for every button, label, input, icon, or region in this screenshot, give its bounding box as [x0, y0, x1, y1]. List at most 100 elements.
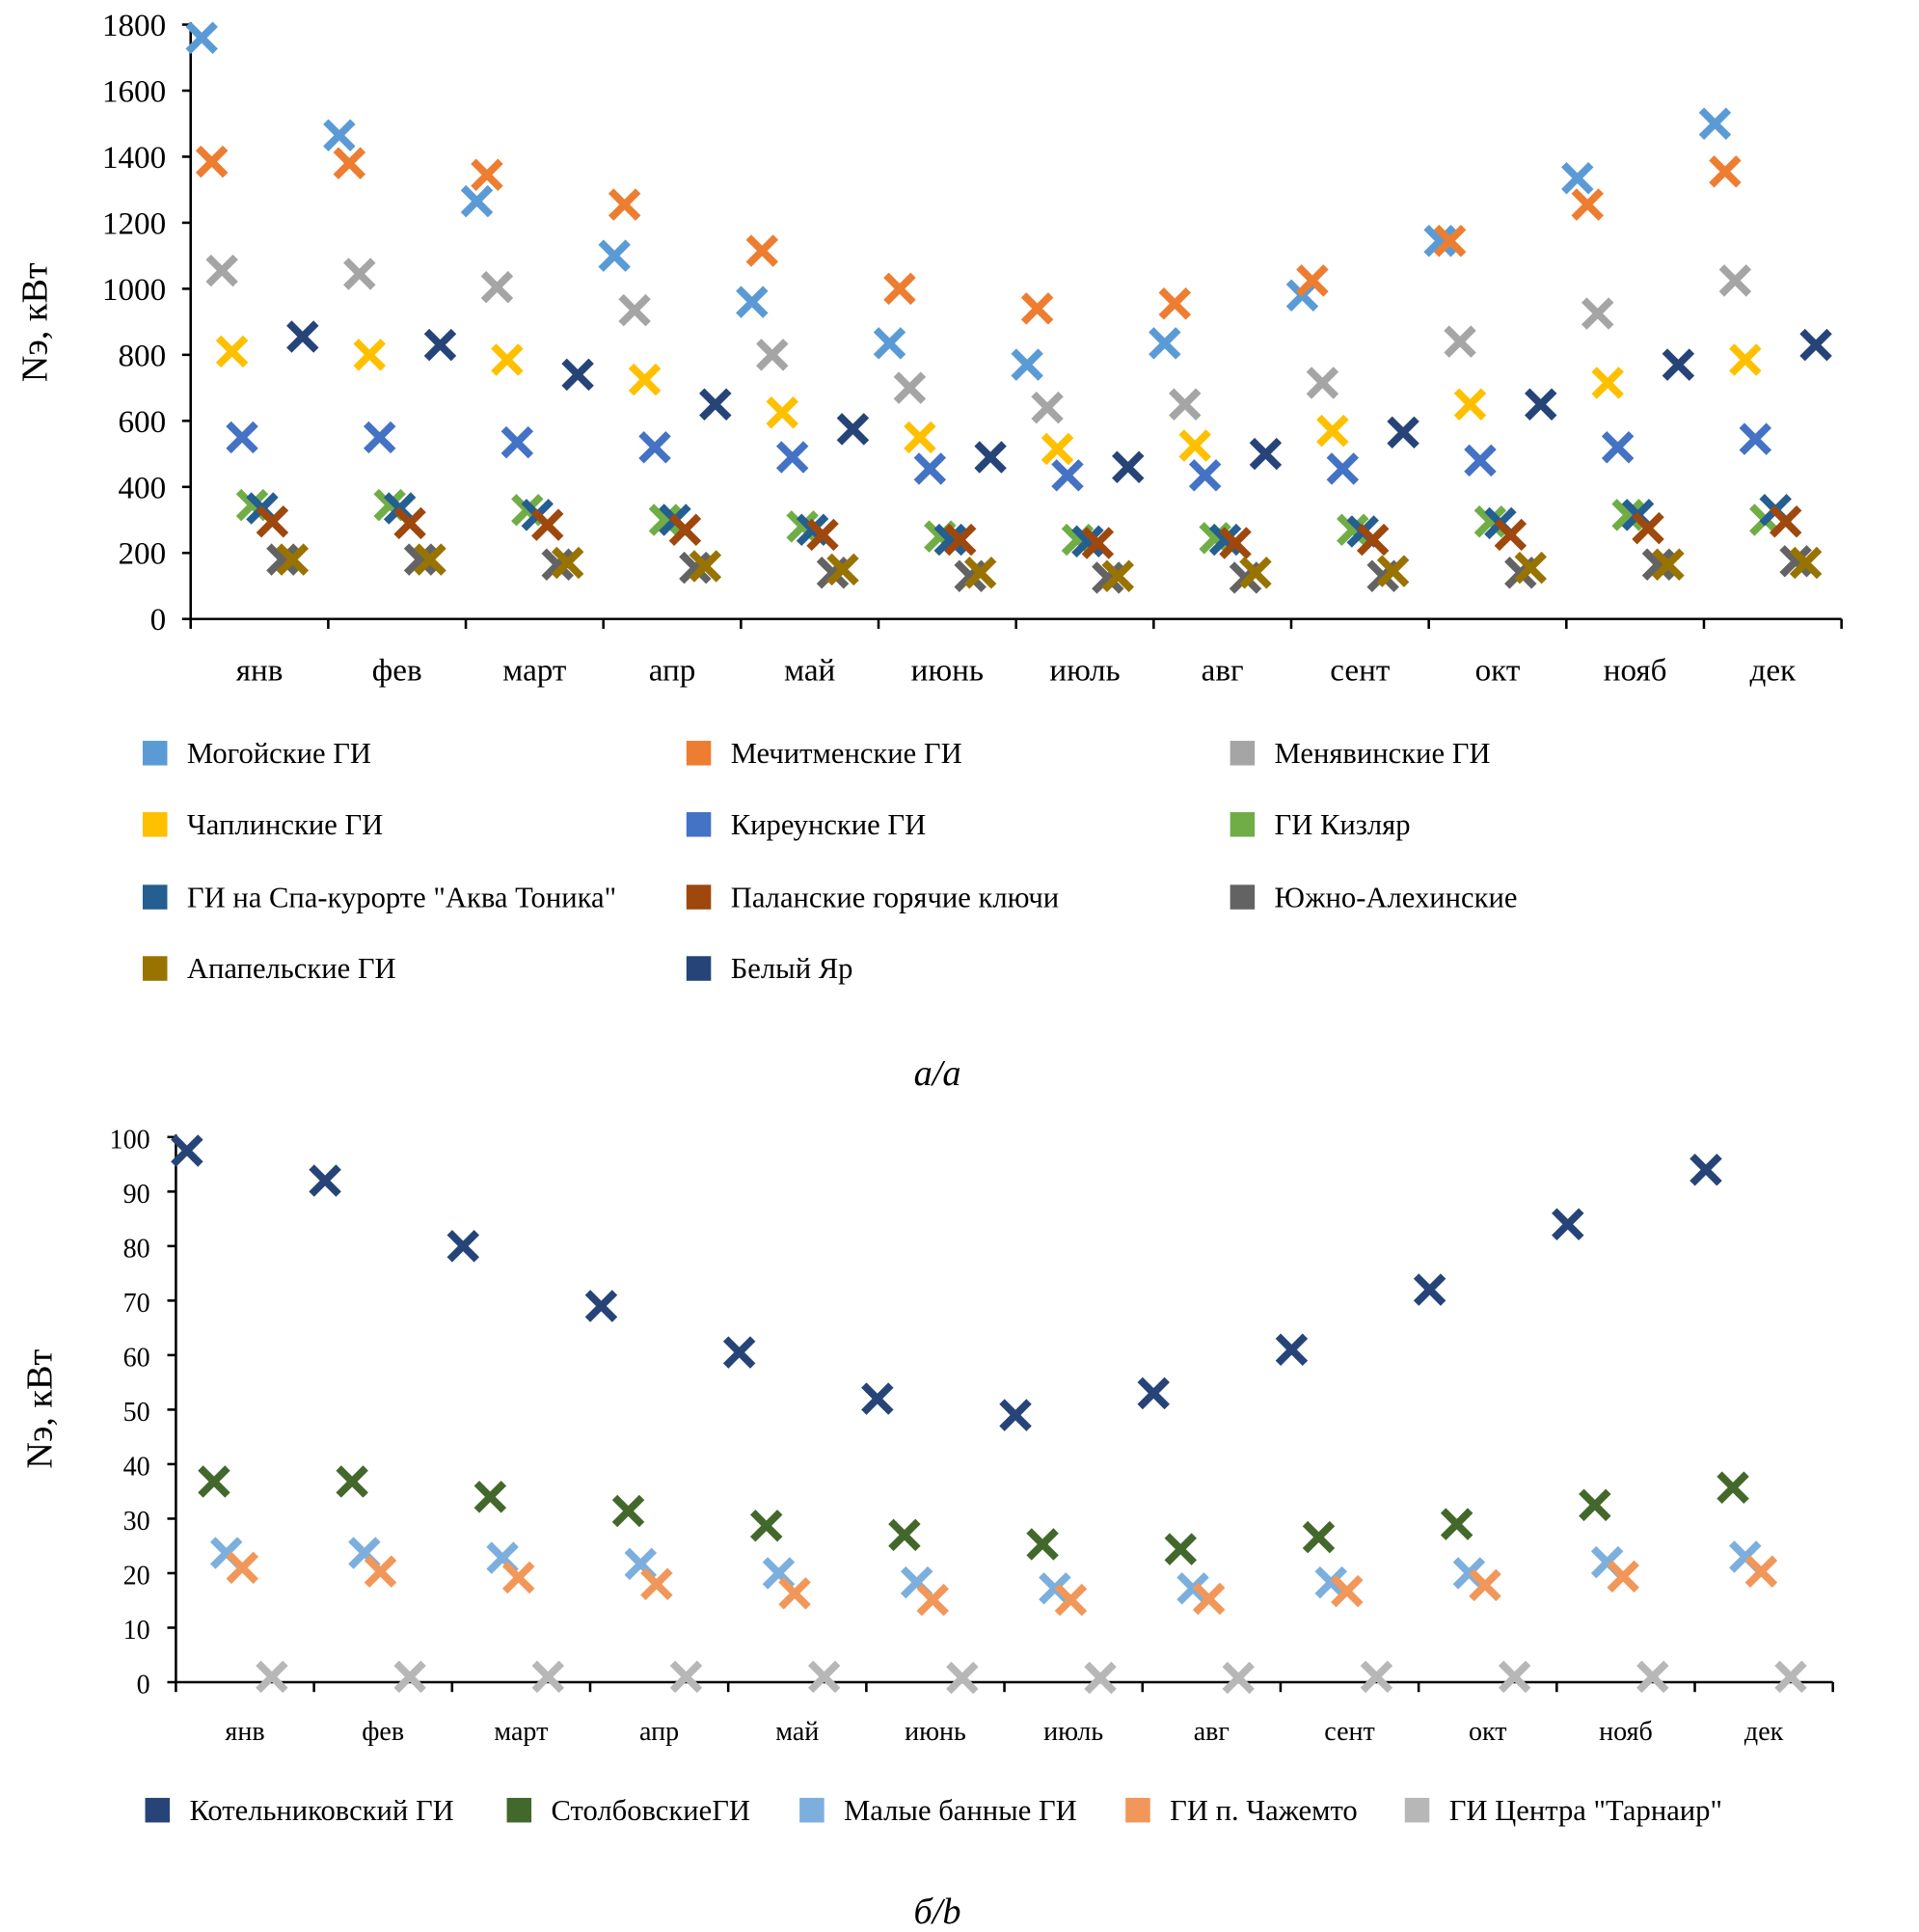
marker-stroke	[806, 518, 839, 552]
data-point	[414, 543, 446, 576]
legend-swatch	[142, 812, 168, 837]
data-point	[1296, 264, 1329, 297]
marker-stroke	[1632, 511, 1664, 545]
marker-stroke	[1498, 1660, 1531, 1694]
marker-stroke	[1709, 155, 1742, 188]
data-point	[1360, 1660, 1393, 1694]
marker-stroke	[766, 396, 798, 429]
data-point	[1561, 161, 1594, 195]
marker-stroke	[343, 258, 376, 290]
marker-stroke	[749, 1510, 783, 1542]
series-3	[215, 335, 1762, 466]
data-point	[1601, 430, 1635, 464]
data-point	[1689, 1154, 1722, 1186]
marker-stroke	[1571, 188, 1604, 221]
data-point	[756, 339, 789, 371]
series-4	[226, 421, 1772, 492]
legend-item: Мечитменские ГИ	[686, 737, 962, 770]
marker-stroke	[598, 239, 631, 272]
x-tick-label: фев	[362, 1717, 404, 1747]
marker-stroke	[1101, 559, 1135, 592]
data-point	[1440, 1508, 1473, 1540]
data-point	[1314, 1565, 1347, 1599]
marker-stroke	[403, 543, 437, 576]
data-point	[1092, 561, 1124, 594]
marker-stroke	[1716, 1471, 1749, 1504]
marker-stroke	[836, 413, 870, 446]
data-point	[628, 363, 662, 396]
marker-stroke	[1222, 1661, 1255, 1695]
legend-item: Апапельские ГИ	[142, 952, 396, 985]
data-point	[1433, 225, 1467, 258]
data-point	[1581, 297, 1614, 330]
marker-stroke	[1413, 1273, 1446, 1306]
marker-stroke	[916, 1583, 949, 1617]
data-point	[343, 258, 376, 290]
legend-swatch	[145, 1797, 171, 1823]
marker-stroke	[460, 184, 494, 218]
marker-stroke	[446, 1230, 480, 1263]
legend-swatch	[506, 1797, 532, 1823]
data-point	[446, 1230, 480, 1263]
legend-item: Котельниковский ГИ	[145, 1794, 454, 1827]
marker-stroke	[1376, 555, 1410, 587]
x-tick-label: сент	[1330, 653, 1390, 689]
data-point	[1054, 1583, 1088, 1617]
marker-stroke	[1739, 422, 1772, 455]
marker-stroke	[1729, 1540, 1762, 1573]
data-point	[1799, 328, 1832, 362]
marker-stroke	[1149, 327, 1181, 360]
marker-stroke	[226, 1551, 259, 1585]
legend-label: ГИ Центра "Тарнаир"	[1449, 1794, 1722, 1827]
data-point	[471, 158, 503, 192]
marker-stroke	[888, 1518, 921, 1552]
marker-stroke	[393, 1660, 426, 1694]
legend: Котельниковский ГИ СтолбовскиеГИ Малые бан…	[145, 1794, 1722, 1827]
data-point	[276, 543, 310, 576]
x-tick-label: июнь	[911, 653, 984, 689]
data-point	[531, 1660, 565, 1694]
data-point	[943, 523, 977, 557]
y-tick-label: 1600	[102, 73, 166, 109]
data-point	[323, 119, 356, 151]
data-point	[1137, 1376, 1170, 1410]
marker-stroke	[353, 339, 386, 371]
marker-stroke	[473, 1481, 507, 1513]
data-point	[946, 1661, 979, 1695]
data-point	[171, 1134, 203, 1167]
data-point	[309, 1164, 341, 1197]
x-tick-label: апр	[639, 1717, 679, 1747]
marker-stroke	[1799, 328, 1832, 362]
data-point	[500, 425, 534, 459]
data-point	[460, 184, 494, 218]
x-tick-label: март	[502, 653, 566, 689]
marker-stroke	[226, 421, 258, 454]
marker-stroke	[266, 543, 299, 576]
marker-stroke	[1774, 1660, 1807, 1694]
marker-stroke	[195, 145, 229, 178]
marker-stroke	[736, 286, 769, 318]
data-point	[722, 1336, 756, 1369]
data-point	[256, 1660, 288, 1694]
y-tick-label: 50	[123, 1398, 150, 1428]
data-point	[584, 1290, 618, 1322]
figure-caption: а/а	[914, 1053, 961, 1094]
marker-stroke	[1611, 499, 1644, 531]
legend-label: ГИ на Спа-курорте "Аква Тоника"	[187, 881, 616, 913]
marker-stroke	[541, 548, 574, 581]
data-point	[1636, 1660, 1669, 1694]
y-axis-title: Nэ, кВт	[20, 1348, 61, 1468]
y-tick-label: 20	[123, 1561, 150, 1591]
legend-item: Белый Яр	[686, 952, 852, 985]
y-tick-label: 800	[118, 338, 166, 373]
marker-stroke	[1698, 107, 1732, 140]
data-point	[1249, 437, 1283, 471]
x-tick-label: дек	[1744, 1717, 1784, 1747]
data-point	[974, 441, 1007, 474]
marker-stroke	[1275, 1333, 1309, 1366]
data-point	[1051, 459, 1084, 492]
legend-swatch	[799, 1797, 824, 1823]
marker-stroke	[913, 452, 947, 485]
